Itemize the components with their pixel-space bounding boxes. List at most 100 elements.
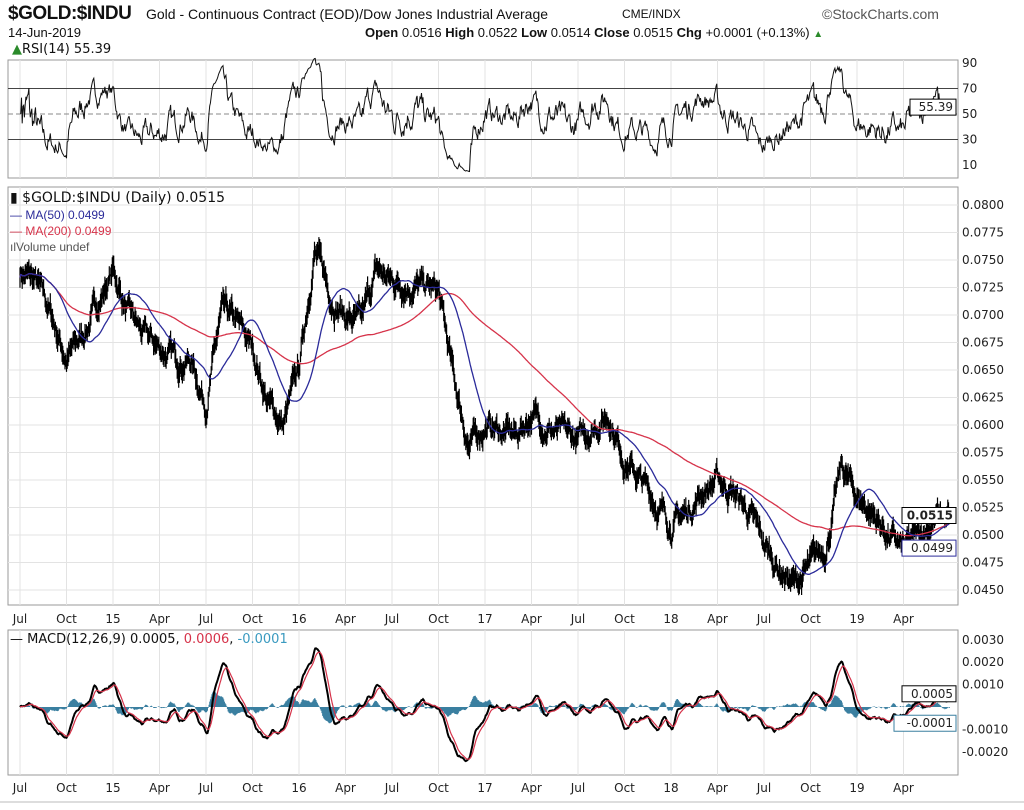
x-tick-label: 16 [291, 612, 306, 626]
price-y-tick: 0.0450 [962, 583, 1004, 597]
x-tick-label: Oct [428, 612, 449, 626]
chg-label: Chg [676, 25, 702, 40]
x-tick-label: Apr [149, 781, 170, 795]
macd-legend: — MACD(12,26,9) 0.0005, 0.0006, -0.0001 [10, 632, 288, 647]
open-label: Open [365, 25, 399, 40]
brand-logo[interactable]: ©StockCharts.com [822, 6, 939, 22]
ma50-legend: — MA(50) 0.0499 [10, 208, 105, 222]
price-y-tick: 0.0775 [962, 226, 1004, 240]
up-triangle-icon: ▲ [813, 29, 824, 40]
price-y-tick: 0.0600 [962, 418, 1004, 432]
hist-value: -0.0001 [237, 632, 288, 647]
date: 14-Jun-2019 [8, 25, 81, 40]
signal-line [19, 651, 950, 760]
last-price-box [901, 507, 957, 524]
volume-label: Volume undef [16, 240, 90, 254]
ma200-legend: — MA(200) 0.0499 [10, 224, 112, 238]
price-y-tick: 0.0500 [962, 528, 1004, 542]
x-tick-label: Jul [198, 612, 213, 626]
hist-last-box [893, 714, 957, 732]
volume-legend: ılVolume undef [10, 240, 89, 254]
ohlc-bar: Open 0.0516 High 0.0522 Low 0.0514 Close… [365, 25, 823, 40]
price-y-tick: 0.0625 [962, 391, 1004, 405]
x-tick-label: Apr [707, 612, 728, 626]
x-tick-label: Jul [384, 781, 399, 795]
x-tick-label: Oct [428, 781, 449, 795]
x-tick-label: Apr [335, 781, 356, 795]
rsi-y-tick: 70 [962, 82, 977, 96]
x-tick-label: 15 [105, 612, 120, 626]
x-tick-label: Oct [800, 781, 821, 795]
last-ma-label: 0.0499 [911, 541, 953, 555]
x-tick-label: 15 [105, 781, 120, 795]
x-tick-label: Oct [614, 612, 635, 626]
x-tick-label: 19 [849, 612, 864, 626]
x-tick-label: Jul [384, 612, 399, 626]
macd-value: 0.0005 [130, 632, 176, 647]
x-tick-label: 19 [849, 781, 864, 795]
price-y-tick: 0.0650 [962, 363, 1004, 377]
high-value: 0.0522 [477, 25, 518, 40]
price-legend: ▮ $GOLD:$INDU (Daily) 0.0515 [10, 190, 225, 206]
exchange: CME/INDX [622, 7, 681, 21]
x-tick-label: Apr [521, 781, 542, 795]
last-price-label: 0.0515 [907, 509, 953, 523]
macd-y-tick: -0.0020 [962, 745, 1008, 759]
x-tick-label: 17 [477, 612, 492, 626]
rsi-title: RSI(14) 55.39 [22, 42, 112, 57]
x-tick-label: Apr [335, 612, 356, 626]
macd-y-tick: -0.0010 [962, 722, 1008, 736]
x-tick-label: Apr [149, 612, 170, 626]
macd-last-label: 0.0005 [911, 687, 953, 701]
panel-frame-2 [7, 629, 959, 776]
close-value: 0.0515 [633, 25, 673, 40]
ma200-line [19, 272, 950, 537]
ma50-line [19, 272, 950, 575]
x-tick-label: Oct [56, 781, 77, 795]
rsi-line [20, 57, 950, 173]
x-tick-label: Oct [242, 781, 263, 795]
x-tick-label: Oct [800, 612, 821, 626]
rsi-y-tick: 30 [962, 133, 977, 147]
price-y-tick: 0.0725 [962, 281, 1004, 295]
price-y-tick: 0.0525 [962, 501, 1004, 515]
price-y-tick: 0.0700 [962, 308, 1004, 322]
volume-icon: ıl [10, 240, 16, 254]
open-value: 0.0516 [401, 25, 442, 40]
x-tick-label: Jul [756, 781, 771, 795]
price-title: $GOLD:$INDU (Daily) 0.0515 [22, 190, 226, 206]
x-tick-label: Jul [756, 612, 771, 626]
macd-y-tick: 0.0020 [962, 655, 1004, 669]
macd-y-tick: 0.0010 [962, 678, 1004, 692]
macd-line [19, 647, 951, 763]
x-tick-label: 16 [291, 781, 306, 795]
rsi-y-tick: 90 [962, 56, 977, 70]
x-tick-label: Apr [893, 612, 914, 626]
rsi-legend: ▲RSI(14) 55.39 [12, 42, 111, 57]
symbol: $GOLD:$INDU [8, 3, 132, 24]
x-tick-label: Jul [570, 781, 585, 795]
panel-frame-1 [7, 186, 959, 606]
macd-y-tick: 0.0030 [962, 633, 1004, 647]
price-y-tick: 0.0475 [962, 556, 1004, 570]
x-tick-label: Apr [521, 612, 542, 626]
rsi-y-tick: 50 [962, 107, 977, 121]
low-label: Low [521, 25, 548, 40]
x-tick-label: Apr [893, 781, 914, 795]
panel-frame-0 [7, 59, 959, 179]
rsi-icon: ▲ [12, 42, 22, 57]
rsi-y-tick: 10 [962, 158, 977, 172]
x-tick-label: Apr [707, 781, 728, 795]
macd-title: MACD(12,26,9) [27, 632, 126, 647]
low-value: 0.0514 [550, 25, 591, 40]
price-y-tick: 0.0575 [962, 446, 1004, 460]
x-tick-label: Oct [56, 612, 77, 626]
x-tick-label: Jul [198, 781, 213, 795]
price-y-tick: 0.0675 [962, 336, 1004, 350]
hist-last-label: -0.0001 [907, 716, 953, 730]
signal-value: 0.0006 [183, 632, 230, 647]
description: Gold - Continuous Contract (EOD)/Dow Jon… [146, 6, 549, 22]
x-tick-label: 17 [477, 781, 492, 795]
